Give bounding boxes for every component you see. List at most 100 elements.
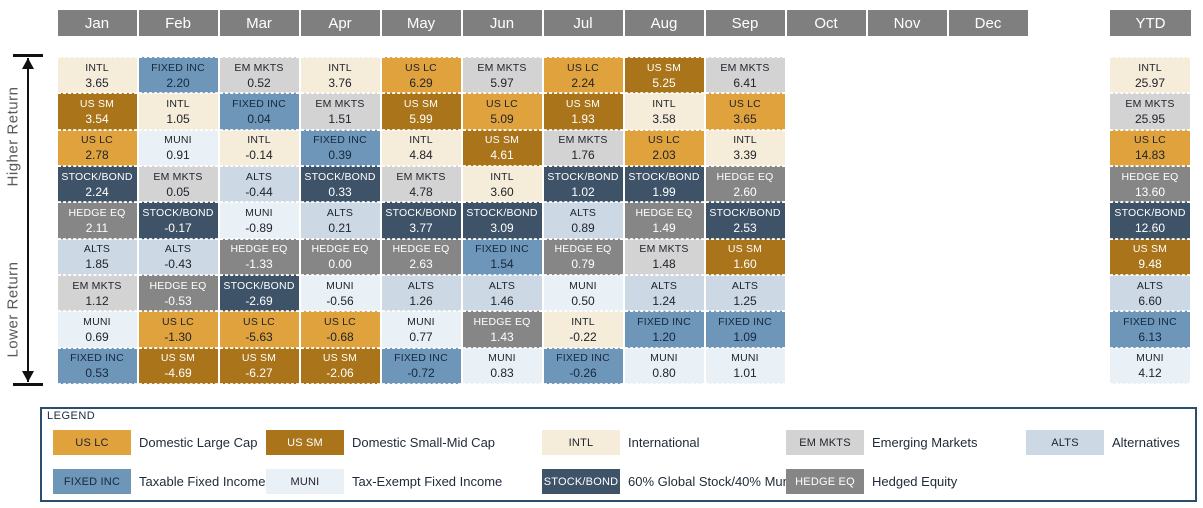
return-cell: MUNI 0.77	[381, 311, 461, 348]
return-cell: ALTS 1.25	[705, 275, 785, 312]
return-cell: EM MKTS 25.95	[1110, 93, 1190, 130]
return-value: 13.60	[1134, 184, 1166, 199]
asset-label: EM MKTS	[639, 243, 689, 256]
return-cell: ALTS 6.60	[1110, 275, 1190, 312]
return-cell: INTL 3.60	[462, 166, 542, 203]
legend-item: HEDGE EQ Hedged Equity	[786, 469, 957, 494]
return-value: 1.09	[733, 330, 757, 345]
legend-swatch: HEDGE EQ	[786, 469, 864, 494]
return-value: -4.69	[164, 366, 192, 381]
return-value: 2.11	[85, 221, 109, 236]
return-cell: US LC 3.65	[705, 93, 785, 130]
asset-label: INTL	[247, 134, 271, 147]
asset-label: HEDGE EQ	[392, 243, 450, 256]
month-column-sep: EM MKTS 6.41 US LC 3.65 INTL 3.39 HEDGE EQ 2.60…	[705, 57, 785, 385]
return-cell: ALTS -0.44	[219, 166, 299, 203]
legend-item: US SM Domestic Small-Mid Cap	[266, 430, 495, 455]
return-value: 1.85	[85, 257, 109, 272]
asset-label: MUNI	[488, 352, 516, 365]
month-column-apr: INTL 3.76 EM MKTS 1.51 FIXED INC 0.39 STOCK/BO…	[300, 57, 380, 385]
return-cell: ALTS 1.46	[462, 275, 542, 312]
return-value: -0.22	[569, 330, 597, 345]
return-value: 6.13	[1138, 330, 1162, 345]
return-value: 2.24	[85, 184, 109, 199]
legend-description: Domestic Large Cap	[139, 435, 258, 450]
legend-item: US LC Domestic Large Cap	[53, 430, 258, 455]
asset-label: US SM	[565, 98, 601, 111]
return-cell: US SM -2.06	[300, 347, 380, 385]
month-header-aug: Aug	[624, 10, 704, 36]
legend-item: STOCK/BOND 60% Global Stock/40% Muni	[542, 469, 793, 494]
return-value: 4.78	[409, 184, 433, 199]
asset-label: FIXED INC	[313, 134, 367, 147]
return-value: 0.21	[328, 221, 352, 236]
legend-item: ALTS Alternatives	[1026, 430, 1180, 455]
asset-label: HEDGE EQ	[68, 207, 126, 220]
return-cell: MUNI -0.56	[300, 275, 380, 312]
return-cell: MUNI 0.80	[624, 347, 704, 385]
return-cell: STOCK/BOND 0.33	[300, 166, 380, 203]
return-value: -0.68	[326, 330, 354, 345]
return-cell: ALTS 0.21	[300, 202, 380, 239]
asset-label: INTL	[1138, 61, 1162, 74]
return-value: -1.30	[164, 330, 192, 345]
asset-label: US SM	[160, 352, 196, 365]
return-cell: EM MKTS 1.48	[624, 238, 704, 276]
asset-label: US LC	[405, 61, 437, 74]
return-value: 3.76	[328, 75, 352, 90]
asset-label: INTL	[733, 134, 757, 147]
return-cell: EM MKTS 1.51	[300, 93, 380, 130]
return-value: 5.09	[490, 112, 514, 127]
return-cell: US LC -1.30	[138, 311, 218, 348]
asset-label: STOCK/BOND	[628, 170, 700, 183]
legend-swatch: US LC	[53, 430, 131, 455]
return-value: 3.09	[490, 221, 514, 236]
asset-label: US LC	[567, 61, 599, 74]
return-cell: EM MKTS 1.76	[543, 129, 623, 167]
return-value: 2.63	[409, 257, 433, 272]
asset-label: INTL	[652, 98, 676, 111]
return-value: 25.97	[1134, 75, 1166, 90]
return-cell: US LC 6.29	[381, 57, 461, 94]
return-value: 9.48	[1138, 257, 1162, 272]
return-cell: EM MKTS 0.52	[219, 57, 299, 94]
return-cell: US SM 1.93	[543, 93, 623, 130]
return-cell: HEDGE EQ 0.79	[543, 238, 623, 276]
asset-label: ALTS	[407, 279, 435, 292]
return-value: 1.99	[652, 184, 676, 199]
return-value: 0.91	[166, 148, 190, 163]
return-value: 1.05	[166, 112, 190, 127]
asset-label: FIXED INC	[151, 61, 205, 74]
month-header-feb: Feb	[138, 10, 218, 36]
asset-label: US SM	[727, 243, 763, 256]
asset-label: FIXED INC	[70, 352, 124, 365]
return-value: 3.65	[733, 112, 757, 127]
return-cell: INTL 1.05	[138, 93, 218, 130]
return-value: 2.60	[733, 184, 757, 199]
return-cell: FIXED INC 0.04	[219, 93, 299, 130]
asset-label: INTL	[85, 61, 109, 74]
asset-label: FIXED INC	[637, 316, 691, 329]
return-value: 1.12	[85, 293, 109, 308]
higher-return-label: Higher Return	[4, 86, 22, 187]
return-cell: FIXED INC -0.26	[543, 347, 623, 385]
return-value: 6.60	[1138, 293, 1162, 308]
legend-item: FIXED INC Taxable Fixed Income	[53, 469, 265, 494]
legend-swatch: EM MKTS	[786, 430, 864, 455]
asset-label: STOCK/BOND	[223, 279, 295, 292]
return-cell: US SM 3.54	[57, 93, 137, 130]
return-cell: MUNI -0.89	[219, 202, 299, 239]
return-cell: US SM 9.48	[1110, 238, 1190, 276]
legend-swatch: US SM	[266, 430, 344, 455]
return-value: 2.24	[571, 75, 595, 90]
return-cell: EM MKTS 4.78	[381, 166, 461, 203]
month-header-oct: Oct	[786, 10, 866, 36]
return-value: 1.20	[652, 330, 676, 345]
asset-label: HEDGE EQ	[230, 243, 288, 256]
return-value: -0.72	[407, 366, 435, 381]
return-value: 2.20	[166, 75, 190, 90]
asset-label: MUNI	[650, 352, 678, 365]
return-cell: FIXED INC 0.53	[57, 347, 137, 385]
asset-label: FIXED INC	[1123, 316, 1177, 329]
return-cell: STOCK/BOND 3.77	[381, 202, 461, 239]
